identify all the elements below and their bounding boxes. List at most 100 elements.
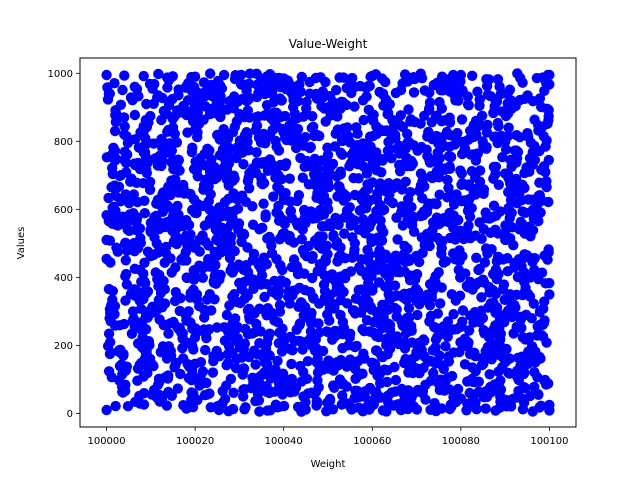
scatter-point bbox=[377, 405, 389, 416]
scatter-point bbox=[538, 131, 549, 142]
scatter-point bbox=[532, 198, 544, 209]
scatter-point bbox=[159, 298, 171, 309]
scatter-point bbox=[190, 239, 201, 251]
scatter-point bbox=[517, 289, 528, 301]
scatter-point bbox=[205, 79, 217, 91]
scatter-point bbox=[504, 289, 516, 300]
scatter-point bbox=[535, 207, 546, 218]
scatter-point bbox=[533, 274, 544, 285]
scatter-point bbox=[411, 404, 423, 415]
scatter-point bbox=[351, 293, 362, 304]
scatter-point bbox=[529, 140, 540, 152]
scatter-point bbox=[461, 405, 472, 416]
scatter-point bbox=[107, 218, 118, 229]
scatter-point bbox=[361, 315, 373, 326]
scatter-point bbox=[376, 260, 388, 271]
scatter-point bbox=[238, 391, 249, 402]
scatter-point bbox=[402, 400, 413, 412]
scatter-point bbox=[316, 233, 327, 244]
scatter-point bbox=[541, 176, 552, 187]
scatter-point bbox=[240, 402, 251, 413]
scatter-point bbox=[300, 397, 311, 408]
scatter-point bbox=[149, 78, 160, 90]
x-tick-label: 100000 bbox=[87, 436, 125, 447]
scatter-point bbox=[416, 73, 428, 84]
scatter-point bbox=[268, 96, 279, 108]
scatter-point bbox=[543, 244, 554, 255]
scatter-point bbox=[284, 343, 295, 354]
scatter-point bbox=[314, 298, 325, 309]
scatter-point bbox=[415, 180, 427, 191]
scatter-point bbox=[522, 131, 534, 142]
scatter-point bbox=[474, 94, 485, 105]
scatter-point bbox=[324, 395, 336, 406]
scatter-point bbox=[359, 228, 371, 239]
scatter-point bbox=[131, 83, 143, 95]
scatter-point bbox=[107, 285, 119, 297]
scatter-point bbox=[206, 305, 217, 316]
scatter-point bbox=[410, 283, 422, 294]
scatter-point bbox=[368, 130, 379, 142]
scatter-point bbox=[543, 104, 554, 116]
scatter-point bbox=[433, 267, 444, 278]
scatter-point bbox=[544, 405, 555, 416]
scatter-point bbox=[483, 74, 495, 85]
scatter-point bbox=[271, 207, 282, 218]
scatter-point bbox=[503, 202, 514, 214]
scatter-point bbox=[345, 220, 356, 231]
scatter-point bbox=[480, 346, 491, 357]
scatter-point bbox=[354, 262, 365, 273]
scatter-point bbox=[274, 401, 285, 412]
scatter-point bbox=[277, 378, 288, 389]
scatter-point bbox=[124, 225, 135, 236]
scatter-point bbox=[205, 68, 216, 79]
scatter-point bbox=[448, 347, 459, 358]
scatter-point bbox=[169, 111, 180, 123]
scatter-point bbox=[183, 219, 195, 231]
scatter-point bbox=[154, 377, 165, 388]
scatter-point bbox=[481, 212, 492, 224]
scatter-point bbox=[540, 141, 551, 152]
scatter-point bbox=[361, 401, 373, 412]
scatter-point bbox=[403, 303, 415, 314]
scatter-point bbox=[388, 258, 399, 269]
scatter-point bbox=[484, 369, 495, 380]
scatter-point bbox=[366, 112, 377, 124]
scatter-point bbox=[331, 328, 342, 339]
scatter-point bbox=[173, 90, 184, 101]
scatter-point bbox=[262, 233, 273, 244]
y-axis-label: Values bbox=[16, 227, 27, 260]
scatter-point bbox=[425, 171, 437, 182]
scatter-point bbox=[210, 224, 221, 235]
scatter-point bbox=[534, 93, 546, 104]
scatter-point bbox=[448, 210, 459, 221]
scatter-point bbox=[263, 156, 275, 168]
scatter-point bbox=[443, 182, 454, 194]
scatter-point bbox=[534, 319, 545, 331]
scatter-point bbox=[503, 305, 514, 316]
scatter-point bbox=[154, 223, 165, 235]
scatter-point bbox=[186, 71, 197, 83]
scatter-point bbox=[110, 116, 122, 128]
scatter-point bbox=[136, 324, 147, 336]
scatter-point bbox=[266, 88, 278, 99]
scatter-point bbox=[488, 107, 499, 119]
scatter-point bbox=[443, 151, 455, 162]
scatter-point bbox=[337, 378, 349, 389]
scatter-point bbox=[135, 303, 147, 314]
scatter-point bbox=[234, 342, 246, 353]
scatter-point bbox=[170, 287, 181, 298]
scatter-point bbox=[341, 205, 353, 216]
scatter-point bbox=[118, 348, 129, 360]
scatter-point bbox=[509, 145, 521, 156]
scatter-point bbox=[310, 386, 322, 398]
scatter-point bbox=[516, 351, 528, 362]
scatter-point bbox=[275, 260, 286, 271]
scatter-point bbox=[390, 374, 402, 386]
scatter-point bbox=[312, 375, 323, 386]
scatter-point bbox=[101, 404, 112, 416]
scatter-point bbox=[110, 400, 121, 412]
scatter-point bbox=[286, 88, 298, 100]
scatter-point bbox=[296, 298, 308, 309]
scatter-point bbox=[179, 188, 190, 199]
